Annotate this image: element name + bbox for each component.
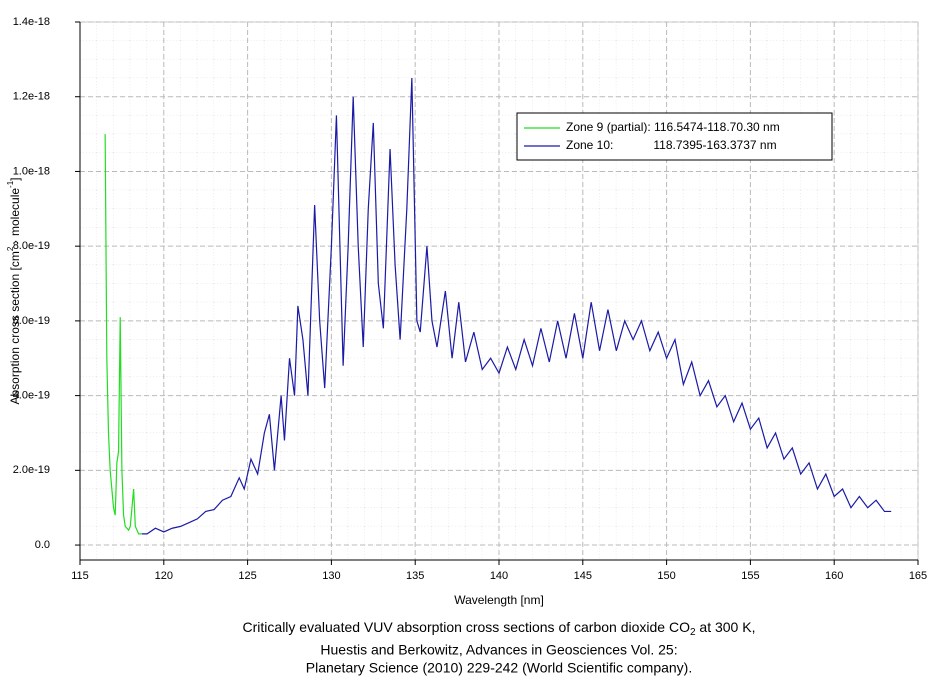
y-label-sup: -1: [6, 180, 15, 188]
y-tick-label: 6.0e-19: [13, 315, 50, 327]
x-axis-label: Wavelength [nm]: [454, 593, 544, 607]
caption-part: at 300 K,: [696, 619, 756, 635]
y-tick-label: 0.0: [35, 539, 50, 551]
y-label-part: ]: [8, 177, 22, 180]
y-tick-label: 1.0e-18: [13, 165, 50, 177]
y-tick-label: 2.0e-19: [13, 464, 50, 476]
legend-box: [516, 112, 833, 161]
x-tick-label: 155: [741, 570, 759, 582]
legend-label: Zone 10: 118.7395-163.3737 nm: [566, 138, 777, 152]
caption-part: Critically evaluated VUV absorption cros…: [243, 619, 691, 635]
series-line: [104, 134, 143, 535]
legend: Zone 9 (partial): 116.5474-118.70.30 nm Z…: [516, 112, 833, 161]
x-tick-label: 160: [825, 570, 843, 582]
y-tick-label: 4.0e-19: [13, 390, 50, 402]
caption-sub: 2: [690, 627, 696, 638]
x-tick-label: 115: [71, 570, 89, 582]
x-tick-label: 135: [406, 570, 424, 582]
y-label-part: Absorption cross section [cm: [8, 251, 22, 404]
caption-line: Huestis and Berkowitz, Advances in Geosc…: [320, 642, 677, 658]
x-tick-label: 150: [657, 570, 675, 582]
y-label-sup: 2: [6, 246, 15, 251]
series-line: [142, 78, 892, 535]
caption-line: Critically evaluated VUV absorption cros…: [243, 619, 756, 638]
y-label-part: · molecule: [8, 188, 22, 247]
x-tick-label: 130: [322, 570, 340, 582]
x-tick-label: 140: [490, 570, 508, 582]
y-tick-label: 1.2e-18: [13, 91, 50, 103]
x-tick-label: 165: [909, 570, 927, 582]
y-tick-label: 1.4e-18: [13, 16, 50, 28]
x-tick-label: 145: [574, 570, 592, 582]
y-axis-label: Absorption cross section [cm2 · molecule…: [6, 177, 22, 404]
legend-label: Zone 9 (partial): 116.5474-118.70.30 nm: [566, 120, 780, 134]
y-tick-label: 8.0e-19: [13, 240, 50, 252]
x-tick-label: 120: [155, 570, 173, 582]
caption-line: Planetary Science (2010) 229-242 (World …: [306, 660, 692, 676]
x-tick-label: 125: [238, 570, 256, 582]
